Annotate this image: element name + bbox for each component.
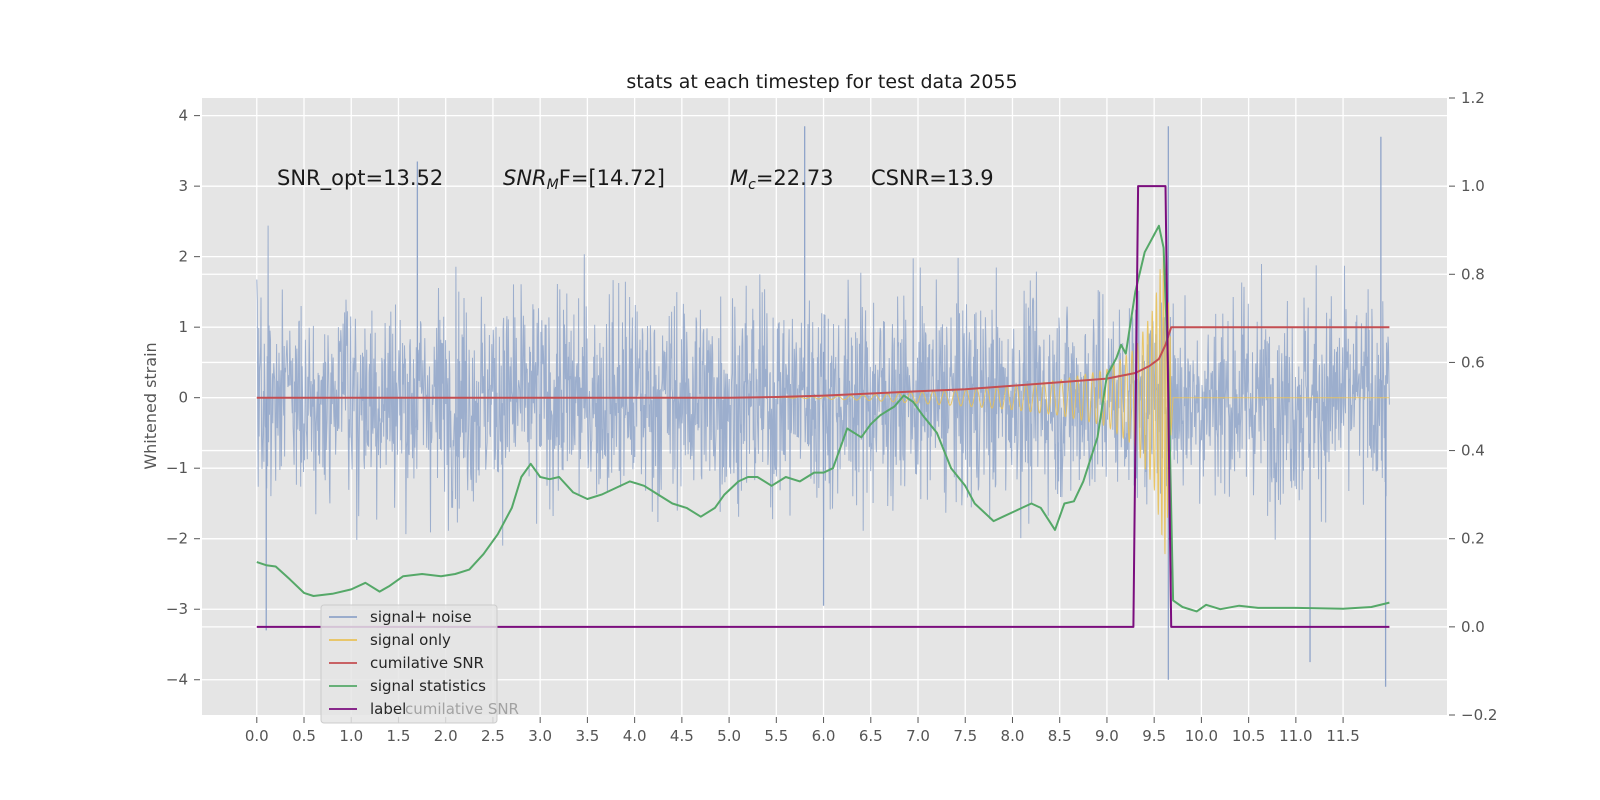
right-y-axis: −0.2 0.0 0.2 0.4 0.6 0.8 1.0 1.2	[1449, 89, 1497, 724]
x-tick-label-17: 8.5	[1048, 727, 1072, 745]
x-axis: 0.0 0.5 1.0 1.5 2.0 2.5 3.0 3.5 4.0 4.5 5.0 5.5 6.0 6…	[245, 717, 1360, 745]
y-tick-label-8: 4	[178, 107, 188, 125]
series-signal-statistics-line	[256, 224, 1390, 613]
y-tick-label-1: −3	[166, 600, 188, 618]
legend-ghost-text: cumilative SNR	[405, 700, 519, 718]
y2-tick-label-5: 0.8	[1461, 265, 1485, 283]
y2-tick-label-2: 0.2	[1461, 530, 1485, 548]
legend: cumilative SNR signal+ noise signal only…	[320, 604, 519, 724]
x-tick-label-22: 11.0	[1279, 727, 1312, 745]
y2-tick-label-7: 1.2	[1461, 89, 1485, 107]
legend-box	[320, 604, 498, 724]
annotation-mc-tail: =22.73	[756, 166, 834, 190]
y2-tick-label-1: 0.0	[1461, 618, 1485, 636]
y-tick-label-5: 1	[178, 318, 188, 336]
series-label-line	[256, 185, 1390, 628]
y-tick-label-0: −4	[166, 671, 188, 689]
x-tick-label-5: 2.5	[481, 727, 505, 745]
x-tick-label-23: 11.5	[1326, 727, 1359, 745]
signal-only-trace	[776, 250, 1390, 555]
annotation-snr-mf-main: SNR	[503, 166, 547, 190]
x-tick-label-3: 1.5	[387, 727, 411, 745]
x-tick-label-6: 3.0	[528, 727, 552, 745]
x-tick-label-12: 6.0	[812, 727, 836, 745]
legend-label-cumulative-snr: cumilative SNR	[370, 654, 484, 672]
y-tick-label-6: 2	[178, 248, 188, 266]
y-tick-label-2: −2	[166, 530, 188, 548]
x-tick-label-14: 7.0	[906, 727, 930, 745]
legend-label-label: label	[370, 700, 406, 718]
annotation-snr-mf-tail: F=[14.72]	[559, 166, 665, 190]
x-tick-label-4: 2.0	[434, 727, 458, 745]
x-tick-label-8: 4.0	[623, 727, 647, 745]
y-tick-label-3: −1	[166, 459, 188, 477]
annotations: SNR_opt=13.52 SNRMF=[14.72] Mc=22.73 CSN…	[277, 166, 994, 193]
x-tick-label-9: 4.5	[670, 727, 694, 745]
annotation-mc-main: M	[730, 166, 748, 190]
x-tick-label-10: 5.0	[717, 727, 741, 745]
x-tick-label-11: 5.5	[764, 727, 788, 745]
y2-tick-label-3: 0.4	[1461, 442, 1485, 460]
annotation-csnr: CSNR=13.9	[871, 166, 994, 190]
chart-title: stats at each timestep for test data 205…	[626, 71, 1017, 93]
series-signal-only	[776, 250, 1390, 555]
series-lines	[256, 185, 1390, 628]
x-tick-label-20: 10.0	[1185, 727, 1218, 745]
x-tick-label-19: 9.5	[1142, 727, 1166, 745]
annotation-snr-opt: SNR_opt=13.52	[277, 166, 443, 191]
y2-tick-label-4: 0.6	[1461, 353, 1485, 371]
x-tick-label-16: 8.0	[1001, 727, 1025, 745]
x-tick-label-18: 9.0	[1095, 727, 1119, 745]
x-tick-label-21: 10.5	[1232, 727, 1265, 745]
y-axis-label: Whitened strain	[141, 342, 160, 469]
legend-label-signal-statistics: signal statistics	[370, 677, 486, 695]
annotation-snr-mf: SNRMF=[14.72]	[503, 166, 665, 193]
x-tick-label-15: 7.5	[953, 727, 977, 745]
annotation-mc: Mc=22.73	[730, 166, 834, 193]
x-tick-label-2: 1.0	[339, 727, 363, 745]
annotation-mc-sub: c	[748, 177, 756, 193]
series-signal-noise	[256, 126, 1390, 687]
x-tick-label-0: 0.0	[245, 727, 269, 745]
y2-tick-label-6: 1.0	[1461, 177, 1485, 195]
y-tick-label-7: 3	[178, 177, 188, 195]
legend-label-signal-noise: signal+ noise	[370, 608, 472, 626]
y-tick-label-4: 0	[178, 389, 188, 407]
x-tick-label-1: 0.5	[292, 727, 316, 745]
annotation-snr-mf-sub: M	[547, 177, 559, 193]
legend-label-signal-only: signal only	[370, 631, 451, 649]
x-tick-label-13: 6.5	[859, 727, 883, 745]
x-tick-label-7: 3.5	[575, 727, 599, 745]
left-y-axis: −4 −3 −2 −1 0 1 2 3 4	[166, 107, 200, 689]
y2-tick-label-0: −0.2	[1461, 706, 1497, 724]
